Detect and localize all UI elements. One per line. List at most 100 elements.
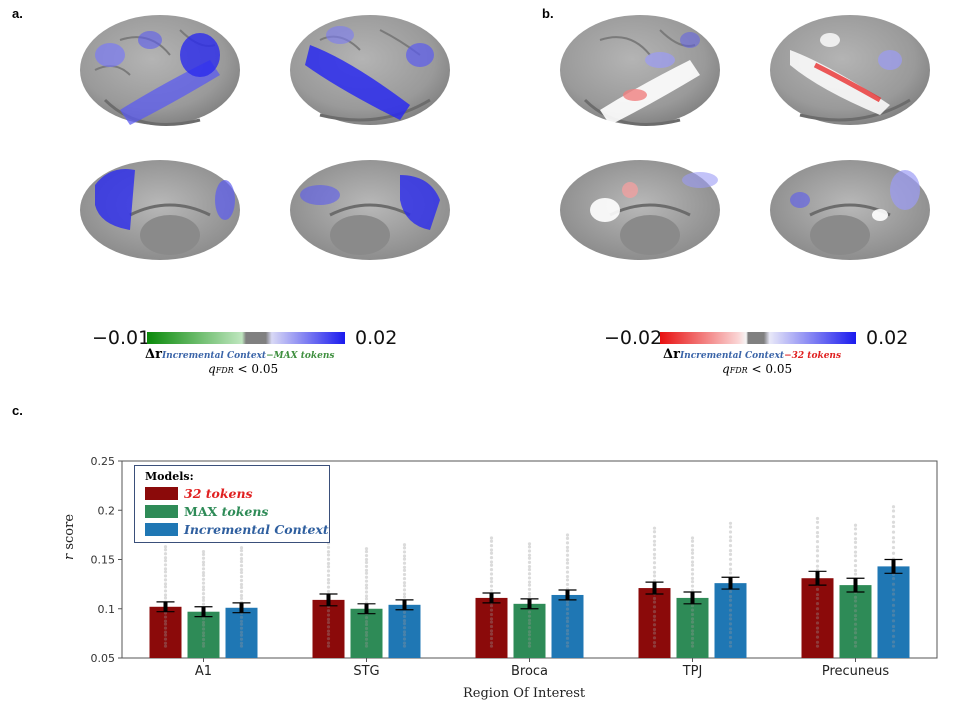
data-point [527,556,532,560]
data-point [489,612,494,617]
data-point [728,562,733,566]
data-point [565,607,570,611]
data-point [239,553,244,557]
bar-a1-0 [149,606,182,658]
data-point [690,600,695,605]
data-point [402,565,407,569]
data-point [891,609,896,613]
data-point [201,581,206,585]
data-point [201,588,206,592]
data-point [565,616,570,620]
data-point [489,588,494,593]
data-point [815,607,820,611]
data-point [163,589,168,593]
data-point [489,644,494,648]
data-point [527,641,532,645]
data-point [652,631,657,635]
data-point [728,603,733,607]
data-point [201,573,206,578]
legend-label: 32 tokens [184,486,253,501]
data-point [690,612,695,617]
data-point [364,590,369,594]
data-point [891,576,896,581]
data-point [815,601,820,606]
data-point [239,615,244,619]
data-point [163,567,168,571]
data-point [891,582,896,586]
data-point [163,622,168,626]
data-point [163,552,168,556]
data-point [527,576,532,580]
data-point [690,543,695,548]
data-point [239,560,244,564]
data-point [815,616,820,620]
data-point [565,565,570,570]
panel-label-c: c. [12,403,23,418]
bar-precuneus-0 [801,578,834,658]
data-point [652,548,657,552]
data-point [815,549,820,553]
data-point [163,619,168,623]
data-point [163,596,168,600]
data-point [728,581,733,585]
data-point [652,539,657,543]
data-point [652,534,657,539]
data-point [853,585,858,590]
data-point [565,603,570,607]
data-point [364,586,369,590]
data-point [201,631,206,635]
data-point [853,537,858,541]
data-point [728,576,733,580]
data-point [565,558,570,562]
data-point [163,600,168,604]
brain-b-medial-left [560,160,720,260]
bar-a1-2 [225,607,258,658]
data-point [489,584,494,588]
data-point [690,629,695,633]
data-point [853,590,858,595]
data-point [326,593,331,597]
panel-label-b: b. [542,6,554,21]
data-point [728,617,733,621]
colorbar-b-max: 0.02 [866,327,909,349]
data-point [891,557,896,561]
data-point [201,637,206,642]
data-point [652,600,657,604]
data-point [853,595,858,599]
data-point [527,553,532,557]
legend-swatch [145,523,178,536]
y-tick-label: 0.1 [98,603,116,616]
data-point [163,570,168,574]
data-point [201,606,206,610]
legend-label: Incremental Context [184,522,329,537]
data-point [891,588,896,592]
data-point [326,617,331,621]
data-point [402,618,407,623]
data-point [690,636,695,641]
data-point [728,567,733,571]
data-point [201,623,206,627]
data-point [239,574,244,579]
x-tick-label: TPJ [682,664,703,679]
data-point [489,636,494,641]
data-point [565,599,570,603]
data-point [402,610,407,614]
data-point [815,525,820,530]
data-point [163,574,168,578]
data-point [364,550,369,554]
data-point [402,584,407,588]
data-point [239,600,244,605]
data-point [402,622,407,626]
data-point [690,551,695,555]
y-tick-label: 0.05 [91,652,116,665]
data-point [690,620,695,624]
data-point [402,603,407,607]
data-point [728,608,733,612]
data-point [652,605,657,609]
data-point [891,530,896,534]
data-point [364,644,369,648]
data-point [853,636,858,640]
data-point [402,614,407,619]
data-point [326,569,331,573]
data-point [853,644,858,648]
